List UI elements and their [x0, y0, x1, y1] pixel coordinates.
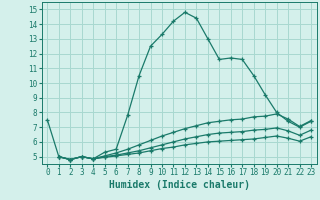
X-axis label: Humidex (Indice chaleur): Humidex (Indice chaleur) — [109, 180, 250, 190]
